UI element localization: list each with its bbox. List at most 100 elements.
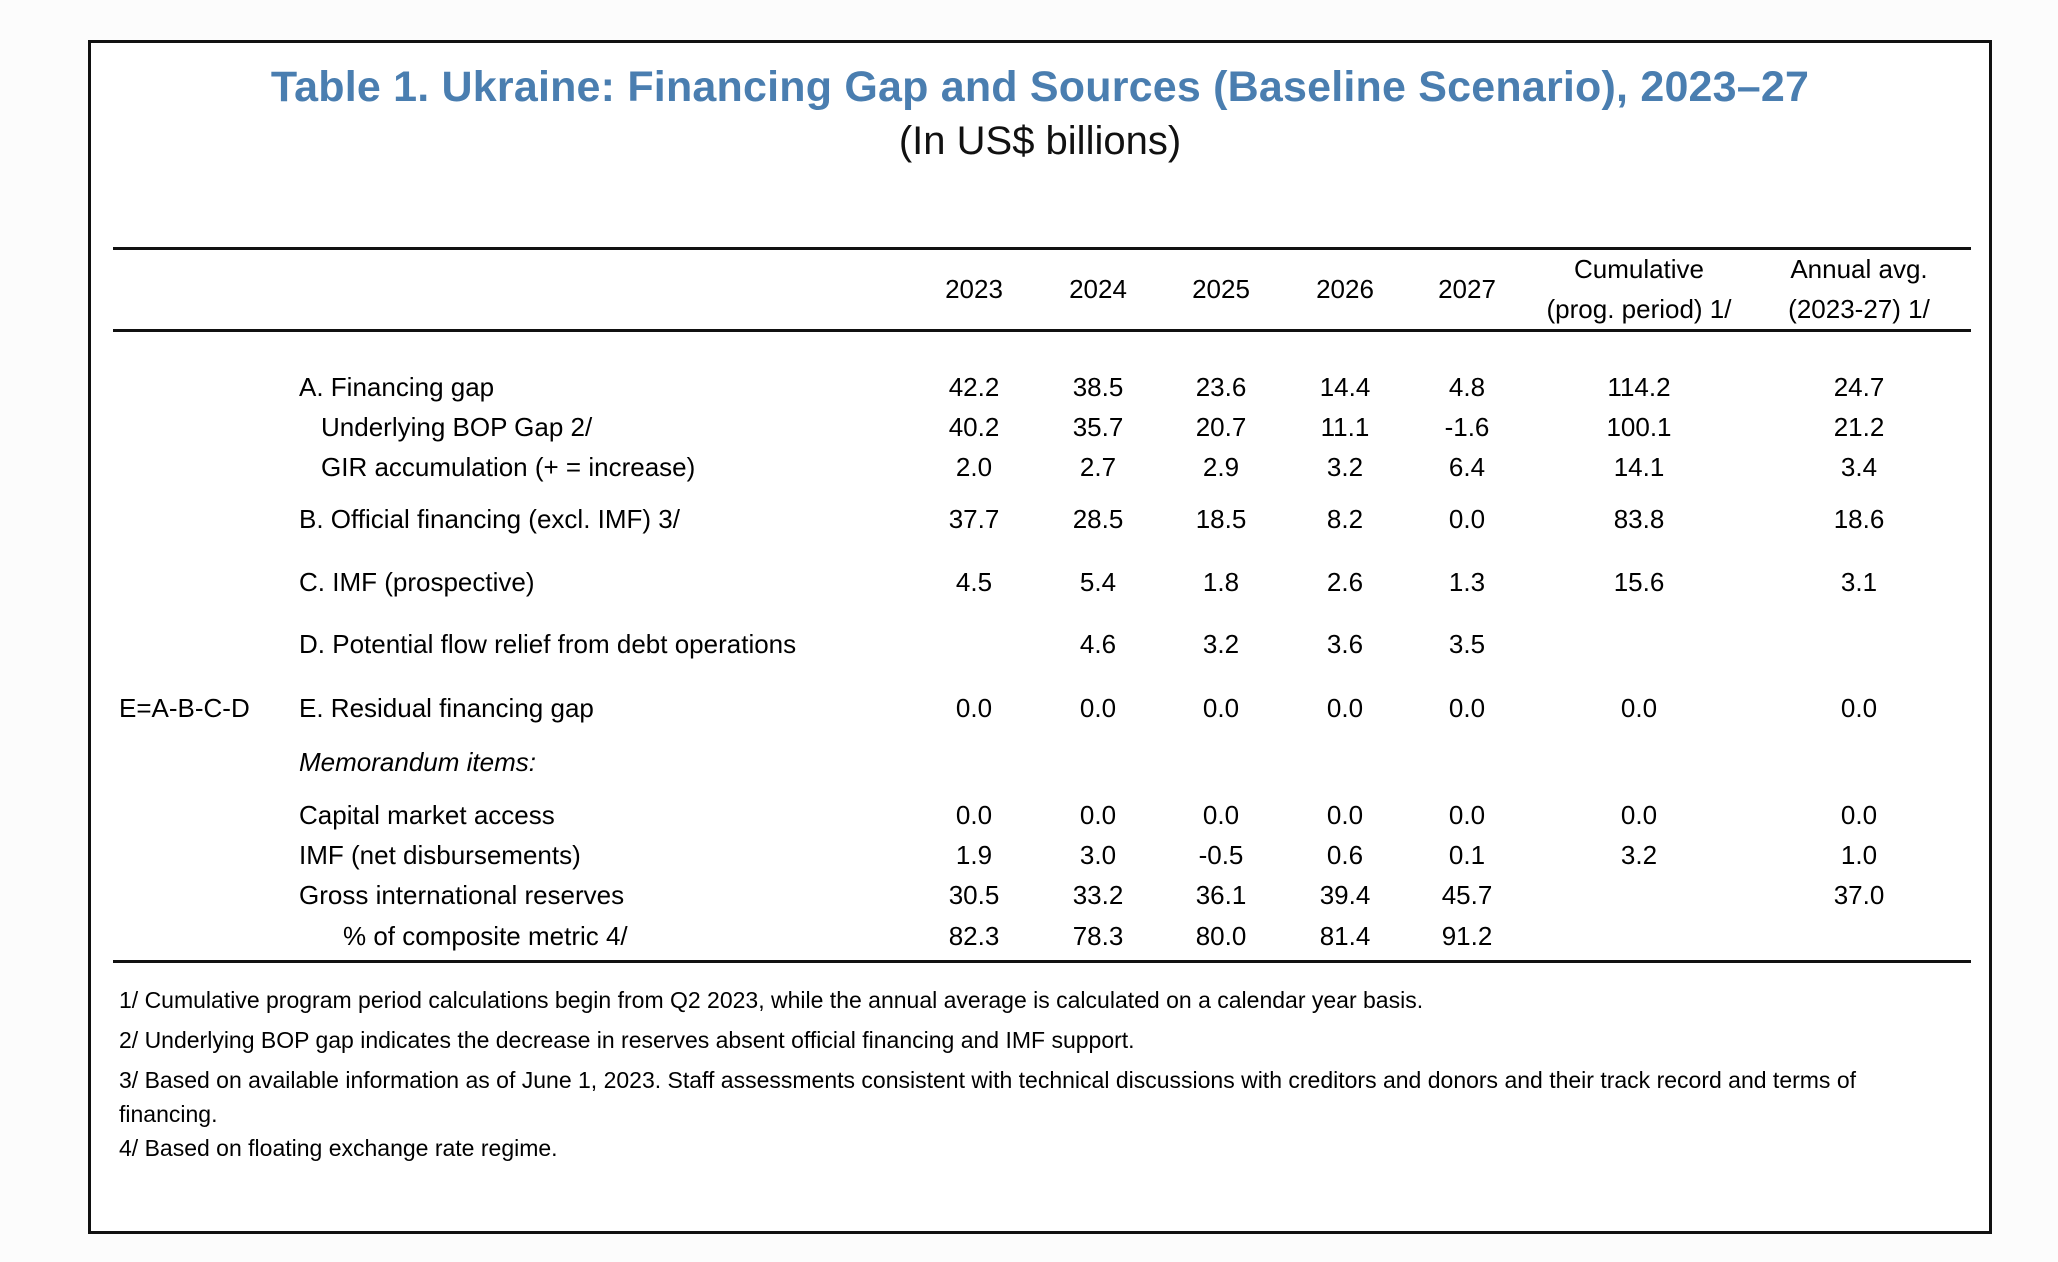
table-cell: 82.3: [948, 921, 1000, 951]
table-cell: 4.6: [1079, 629, 1117, 659]
table-cell: -0.5: [1198, 840, 1244, 870]
table-cell: 35.7: [1072, 412, 1124, 442]
row-label: Underlying BOP Gap 2/: [321, 412, 593, 442]
table-cell: 1.3: [1448, 567, 1486, 597]
table-subtitle: (In US$ billions): [898, 119, 1182, 163]
table-cell: 15.6: [1613, 567, 1665, 597]
table-cell: 2.7: [1079, 452, 1117, 482]
table-cell: 0.0: [1448, 504, 1486, 534]
column-header: Cumulative (prog. period) 1/: [1546, 254, 1732, 324]
table-cell: 0.0: [955, 693, 993, 723]
table-cell: 0.0: [1202, 693, 1240, 723]
row-label: GIR accumulation (+ = increase): [321, 452, 696, 482]
table-cell: 39.4: [1319, 880, 1371, 910]
table-cell: 33.2: [1072, 880, 1124, 910]
column-header: 2025: [1192, 274, 1250, 304]
table-title: Table 1. Ukraine: Financing Gap and Sour…: [270, 63, 1810, 111]
table-cell: 37.0: [1833, 880, 1885, 910]
row-label: E. Residual financing gap: [299, 693, 594, 723]
table-cell: 2.9: [1202, 452, 1240, 482]
row-label: IMF (net disbursements): [299, 840, 581, 870]
table-cell: 14.4: [1319, 372, 1371, 402]
table-cell: 1.0: [1840, 840, 1878, 870]
table-cell: 0.1: [1448, 840, 1486, 870]
table-cell: 3.6: [1326, 629, 1364, 659]
table-cell: 0.6: [1326, 840, 1364, 870]
table-cell: 3.2: [1620, 840, 1658, 870]
table-cell: 18.6: [1833, 504, 1885, 534]
table-cell: 3.1: [1840, 567, 1878, 597]
table-cell: 91.2: [1441, 921, 1493, 951]
table-cell: 40.2: [948, 412, 1000, 442]
table-cell: 42.2: [948, 372, 1000, 402]
table-cell: 3.2: [1202, 629, 1240, 659]
table-cell: 18.5: [1195, 504, 1247, 534]
table-cell: 4.5: [955, 567, 993, 597]
table-cell: 100.1: [1606, 412, 1672, 442]
table-cell: 6.4: [1448, 452, 1486, 482]
table-cell: 45.7: [1441, 880, 1493, 910]
table-cell: 80.0: [1195, 921, 1247, 951]
table-cell: 24.7: [1833, 372, 1885, 402]
footnote-2: 2/ Underlying BOP gap indicates the decr…: [119, 1027, 1135, 1053]
table-cell: 3.0: [1079, 840, 1117, 870]
bottom-rule: [113, 960, 1971, 963]
table-cell: 114.2: [1607, 372, 1671, 402]
table-cell: 37.7: [948, 504, 1000, 534]
footnote-1: 1/ Cumulative program period calculation…: [119, 987, 1424, 1013]
footnote-4: 4/ Based on floating exchange rate regim…: [119, 1135, 558, 1161]
column-header: 2026: [1316, 274, 1374, 304]
row-label: % of composite metric 4/: [343, 921, 628, 951]
table-cell: 0.0: [1840, 693, 1878, 723]
header-rule: [113, 329, 1971, 332]
top-rule: [113, 247, 1971, 250]
table-cell: 8.2: [1326, 504, 1364, 534]
row-label: A. Financing gap: [299, 372, 495, 402]
row-label: D. Potential flow relief from debt opera…: [299, 629, 797, 659]
table-cell: 21.2: [1833, 412, 1885, 442]
table-cell: 0.0: [1448, 693, 1486, 723]
table-cell: 1.9: [955, 840, 993, 870]
row-label: B. Official financing (excl. IMF) 3/: [299, 504, 680, 534]
column-header: Annual avg. (2023-27) 1/: [1788, 254, 1930, 324]
footnotes: 1/ Cumulative program period calculation…: [119, 983, 1959, 1165]
table-cell: 5.4: [1079, 567, 1117, 597]
row-label: Memorandum items:: [299, 747, 536, 777]
table-cell: -1.6: [1444, 412, 1490, 442]
table-cell: 0.0: [1840, 800, 1878, 830]
footnote-3: 3/ Based on available information as of …: [119, 1067, 1856, 1127]
table-cell: 14.1: [1613, 452, 1665, 482]
column-header: 2023: [945, 274, 1003, 304]
table-cell: 0.0: [955, 800, 993, 830]
row-label: Capital market access: [299, 800, 555, 830]
column-header: 2027: [1438, 274, 1496, 304]
table-cell: 20.7: [1195, 412, 1247, 442]
table-frame: Table 1. Ukraine: Financing Gap and Sour…: [88, 40, 1992, 1234]
row-prefix: E=A-B-C-D: [119, 693, 250, 723]
table-cell: 3.5: [1448, 629, 1486, 659]
table-cell: 3.4: [1840, 452, 1878, 482]
table-cell: 38.5: [1072, 372, 1124, 402]
table-cell: 81.4: [1319, 921, 1371, 951]
table-cell: 1.8: [1202, 567, 1240, 597]
table-cell: 2.0: [955, 452, 993, 482]
table-cell: 23.6: [1195, 372, 1247, 402]
table-cell: 28.5: [1072, 504, 1124, 534]
table-cell: 0.0: [1326, 800, 1364, 830]
table-cell: 0.0: [1326, 693, 1364, 723]
row-label: Gross international reserves: [299, 880, 625, 910]
table-cell: 0.0: [1202, 800, 1240, 830]
column-header: 2024: [1069, 274, 1127, 304]
table-cell: 78.3: [1072, 921, 1124, 951]
table-cell: 3.2: [1326, 452, 1364, 482]
table-cell: 4.8: [1448, 372, 1486, 402]
table-cell: 30.5: [948, 880, 1000, 910]
row-label: C. IMF (prospective): [299, 567, 535, 597]
table-cell: 83.8: [1613, 504, 1665, 534]
table-cell: 2.6: [1326, 567, 1364, 597]
table-cell: 0.0: [1620, 693, 1658, 723]
table-cell: 0.0: [1448, 800, 1486, 830]
table-cell: 0.0: [1079, 693, 1117, 723]
table-cell: 11.1: [1320, 412, 1370, 442]
table-cell: 0.0: [1079, 800, 1117, 830]
